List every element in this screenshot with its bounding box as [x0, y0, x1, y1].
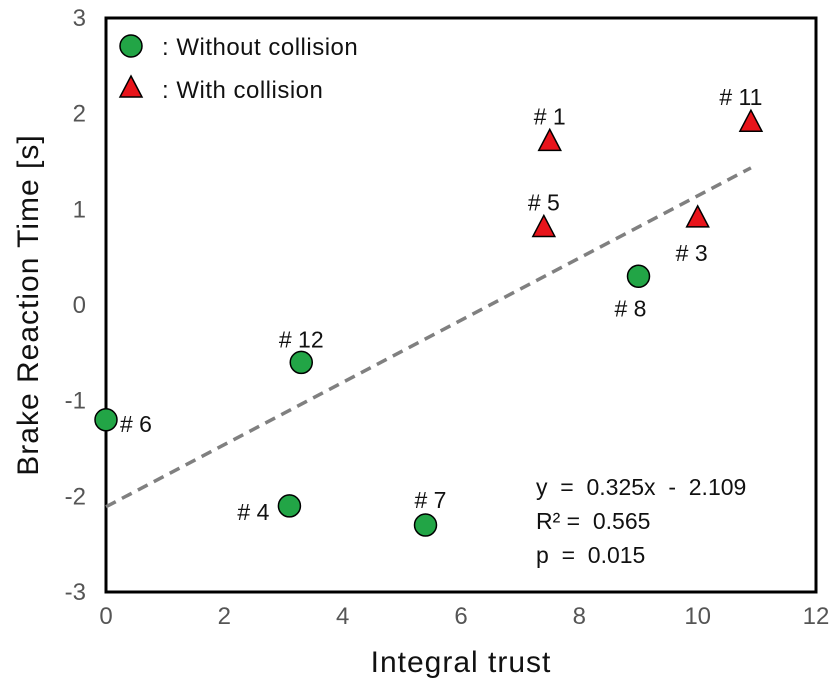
- y-tick-label: -3: [65, 579, 86, 606]
- x-tick-label: 8: [573, 603, 586, 630]
- y-tick-label: 1: [73, 196, 86, 223]
- point-marker-without-collision: [94, 408, 118, 432]
- data-points: # 6 # 12 # 4 # 7 # 8 # 1 # 5 # 3 # 11: [94, 84, 764, 537]
- trendline: [105, 166, 752, 509]
- point-label: # 1: [534, 103, 566, 129]
- y-tick-label: 2: [73, 101, 86, 128]
- y-tick-label: -2: [65, 483, 86, 510]
- x-tick-label: 12: [803, 603, 830, 630]
- plot-frame: [104, 16, 818, 594]
- point-label: # 3: [676, 240, 708, 266]
- point-label: # 12: [279, 326, 324, 352]
- r-squared: R² = 0.565: [536, 508, 650, 534]
- x-tick-label: 4: [336, 603, 349, 630]
- y-axis-label: Brake Reaction Time [s]: [12, 134, 45, 475]
- point-marker-without-collision: [413, 513, 438, 537]
- point-marker-without-collision: [626, 264, 651, 289]
- legend-triangle-marker: [118, 74, 144, 98]
- legend-with-collision: : With collision: [162, 77, 323, 104]
- p-value: p = 0.015: [536, 542, 645, 568]
- point-marker-without-collision: [277, 494, 302, 518]
- x-tick-label: 10: [684, 603, 711, 630]
- x-tick-label: 6: [454, 603, 467, 630]
- y-axis-ticks: 3 2 1 0 -1 -2 -3: [65, 5, 86, 606]
- point-label: # 5: [528, 189, 560, 215]
- y-tick-label: 0: [73, 292, 86, 319]
- x-tick-label: 2: [218, 603, 231, 630]
- point-marker-with-collision: [531, 213, 557, 238]
- point-label: # 8: [615, 295, 647, 321]
- regression-stats: y = 0.325x - 2.109 R² = 0.565 p = 0.015: [536, 474, 746, 568]
- x-axis-ticks: 0 2 4 6 8 10 12: [99, 603, 829, 630]
- point-marker-without-collision: [289, 350, 313, 375]
- point-label: # 7: [415, 487, 447, 513]
- point-label: # 4: [237, 499, 269, 525]
- legend-without-collision: : Without collision: [162, 34, 358, 61]
- point-label: # 6: [120, 411, 152, 437]
- point-label: # 11: [719, 84, 762, 110]
- point-marker-with-collision: [738, 108, 764, 132]
- y-tick-label: 3: [73, 5, 86, 32]
- y-tick-label: -1: [65, 388, 86, 415]
- regression-equation: y = 0.325x - 2.109: [536, 474, 746, 500]
- legend-circle-marker: [119, 34, 143, 58]
- x-tick-label: 0: [99, 603, 112, 630]
- legend: : Without collision : With collision: [118, 34, 358, 104]
- point-marker-with-collision: [537, 127, 562, 152]
- x-axis-label: Integral trust: [371, 646, 552, 679]
- point-marker-with-collision: [685, 204, 710, 228]
